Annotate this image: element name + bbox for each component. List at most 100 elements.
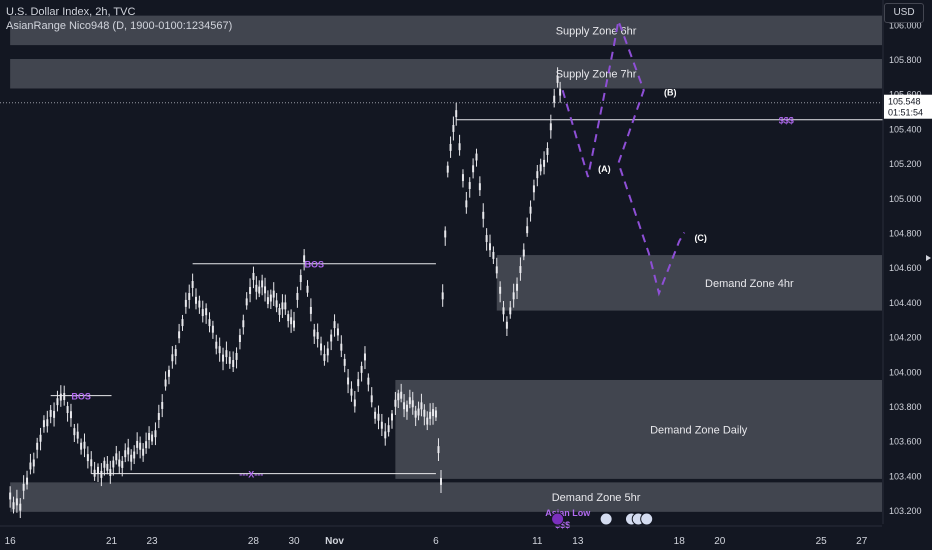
candle-body [377, 413, 380, 421]
candle-body [336, 328, 339, 336]
candle-body [492, 251, 495, 259]
candle-body [205, 308, 208, 316]
candle-body [83, 441, 86, 449]
candle-body [115, 453, 118, 461]
price-axis[interactable] [883, 0, 932, 550]
candle-body [174, 349, 177, 357]
us-flag-icon[interactable] [599, 512, 613, 526]
candle-body [287, 314, 290, 322]
candle-body [29, 462, 32, 470]
wave-label-a: (A) [598, 164, 611, 174]
candle-body [360, 365, 363, 373]
candle-body [397, 393, 400, 401]
candle-body [499, 286, 502, 294]
us-flag-icon[interactable] [640, 512, 654, 526]
y-tick-label: 105.800 [889, 55, 922, 65]
y-tick-label: 105.400 [889, 124, 922, 134]
candle-body [293, 320, 295, 328]
candle-body [232, 360, 235, 367]
candle-body [370, 395, 373, 403]
asian-low-label: Asian Low [545, 508, 591, 518]
candle-body [452, 124, 455, 132]
candle-body [136, 440, 139, 448]
candle-body [218, 346, 221, 354]
candle-body [420, 402, 423, 410]
zone-box[interactable] [496, 255, 882, 311]
candle-body [59, 393, 62, 401]
candle-body [112, 460, 115, 468]
x-tick-label: Nov [325, 536, 344, 547]
zone-box[interactable] [10, 58, 882, 89]
y-tick-label: 104.200 [889, 333, 922, 343]
wave-label-b: (B) [664, 87, 677, 97]
currency-button[interactable]: USD [884, 3, 924, 23]
candle-body [258, 286, 261, 294]
candle-body [215, 341, 218, 349]
candle-body [405, 404, 408, 412]
candle-body [90, 459, 93, 467]
candle-body [553, 95, 556, 103]
candle-body [429, 411, 432, 419]
projected-path[interactable] [561, 17, 686, 297]
candle-body [211, 325, 214, 333]
candle-body [449, 143, 452, 151]
candle-body [121, 460, 124, 468]
candle-body [357, 379, 360, 387]
candle-body [417, 408, 420, 416]
candle-body [367, 377, 370, 385]
scroll-arrow-icon[interactable] [926, 255, 931, 261]
zone-box[interactable] [10, 482, 882, 512]
candle-body [313, 329, 316, 337]
x-tick-label: 21 [106, 536, 118, 547]
zone-box[interactable] [10, 15, 882, 46]
candle-body [133, 451, 136, 459]
x-tick-label: 11 [532, 536, 543, 547]
candle-body [423, 409, 426, 417]
candle-body [546, 147, 549, 155]
y-tick-label: 104.800 [889, 229, 922, 239]
candle-body [509, 307, 512, 315]
candle-body [363, 353, 366, 361]
candle-body [225, 350, 228, 358]
x-tick-label: 27 [856, 536, 868, 547]
candle-body [505, 321, 508, 329]
zone-box[interactable] [395, 379, 882, 479]
candle-body [249, 287, 252, 294]
candle-body [306, 285, 309, 293]
candle-body [15, 498, 18, 506]
candle-body [145, 441, 148, 449]
candle-body [444, 230, 447, 238]
candle-body [556, 75, 559, 83]
candle-body [281, 302, 284, 310]
level-label: BOS [305, 260, 325, 270]
candle-body [441, 292, 444, 300]
x-tick-label: 18 [674, 536, 686, 547]
candle-body [245, 298, 248, 306]
candle-body [242, 320, 245, 328]
candle-body [139, 442, 142, 450]
candle-body [201, 309, 204, 317]
candle-body [255, 284, 258, 292]
y-tick-label: 106.000 [889, 20, 922, 30]
candle-body [512, 292, 515, 300]
candle-body [9, 492, 12, 500]
zone-label: Supply Zone 6hr [556, 25, 637, 37]
candle-body [42, 420, 45, 428]
candle-body [252, 272, 255, 280]
candle-body [53, 410, 56, 418]
x-tick-label: 13 [572, 536, 584, 547]
candle-body [109, 469, 112, 476]
candle-body [495, 266, 498, 274]
lightning-icon[interactable] [551, 512, 565, 526]
candle-body [275, 300, 278, 308]
candle-body [124, 450, 127, 458]
candle-body [100, 470, 103, 478]
candle-body [167, 369, 170, 377]
level-label: BOS [71, 392, 91, 402]
candle-body [489, 243, 491, 251]
candle-body [426, 417, 429, 425]
candle-body [272, 290, 275, 298]
candle-body [374, 411, 377, 419]
candle-body [539, 164, 542, 172]
